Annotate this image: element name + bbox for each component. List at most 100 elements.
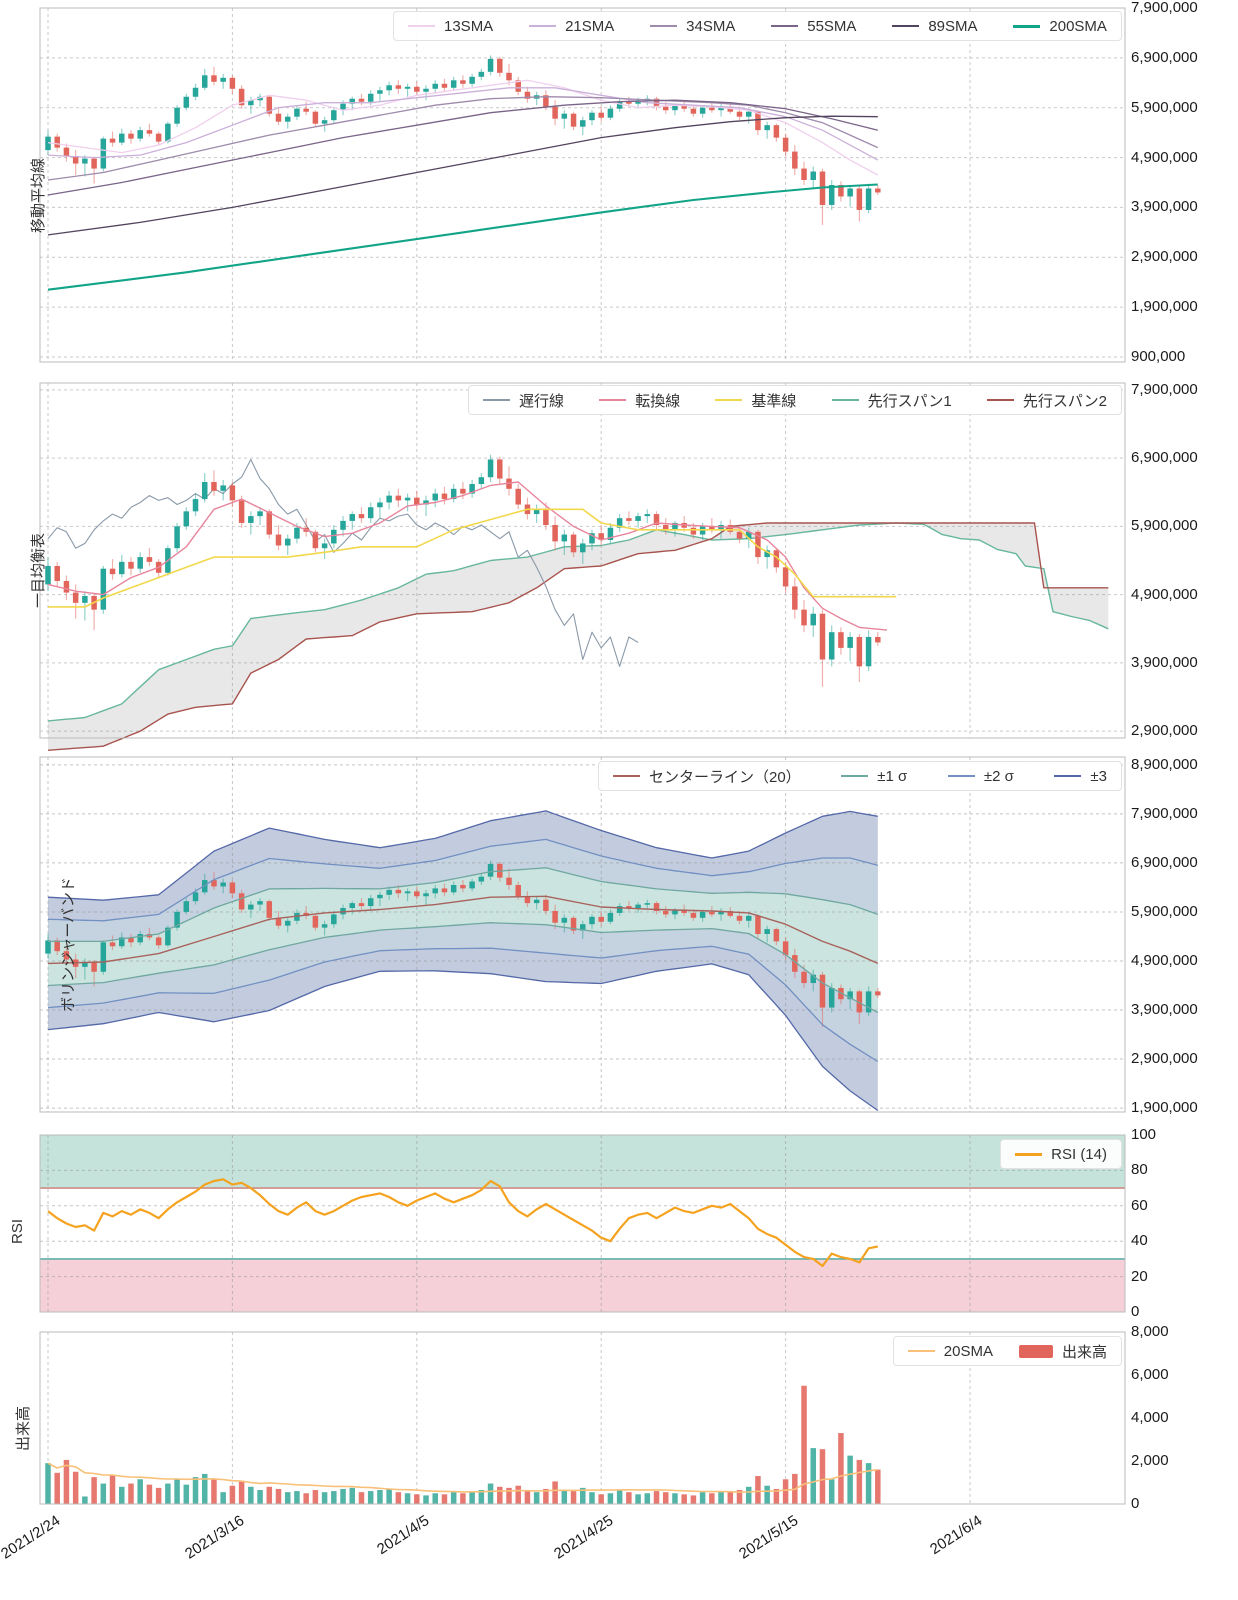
legend-label: 出来高 bbox=[1061, 1343, 1107, 1361]
panel-title-bollinger-text: ボリンジャーバンド bbox=[59, 877, 77, 1012]
legend-swatch-icon bbox=[831, 399, 859, 401]
y-tick-label: 20 bbox=[1131, 1267, 1148, 1285]
legend-ichimoku: 遅行線 転換線 基準線 先行スパン1 先行スパン2 bbox=[468, 385, 1122, 415]
legend-swatch-icon bbox=[841, 775, 869, 777]
legend-swatch-icon bbox=[715, 399, 743, 401]
y-tick-label: 6,900,000 bbox=[1131, 449, 1198, 467]
legend-item: 200SMA bbox=[1013, 18, 1107, 35]
panel-title-volume-text: 出来高 bbox=[15, 1405, 33, 1452]
y-tick-label: 80 bbox=[1131, 1161, 1148, 1179]
legend-label: 34SMA bbox=[686, 17, 736, 35]
legend-label: 遅行線 bbox=[519, 392, 565, 410]
legend-item: ±3 bbox=[1054, 768, 1107, 785]
y-tick-label: 3,900,000 bbox=[1131, 198, 1198, 216]
panel-title-bollinger: ボリンジャーバンド bbox=[0, 877, 77, 1012]
legend-label: 先行スパン1 bbox=[867, 392, 952, 410]
y-tick-label: 8,000 bbox=[1131, 1323, 1169, 1340]
y-tick-label: 4,000 bbox=[1131, 1409, 1169, 1426]
legend-item: RSI (14) bbox=[1015, 1146, 1107, 1163]
legend-item: 20SMA bbox=[907, 1342, 993, 1360]
legend-volume: 20SMA 出来高 bbox=[892, 1336, 1122, 1366]
legend-rsi: RSI (14) bbox=[1000, 1139, 1122, 1169]
legend-swatch-icon bbox=[1018, 1344, 1053, 1358]
y-tick-label: 6,900,000 bbox=[1131, 853, 1198, 871]
y-tick-label: 2,900,000 bbox=[1131, 248, 1198, 266]
y-tick-label: 7,900,000 bbox=[1131, 380, 1198, 398]
y-tick-label: 1,900,000 bbox=[1131, 298, 1198, 316]
legend-item: 13SMA bbox=[408, 18, 493, 35]
legend-label: ±2 σ bbox=[983, 767, 1014, 785]
legend-label: 基準線 bbox=[751, 392, 797, 410]
y-tick-label: 8,900,000 bbox=[1131, 755, 1198, 773]
panel-title-sma-text: 移動平均線 bbox=[30, 157, 48, 234]
legend-item: 先行スパン1 bbox=[831, 390, 952, 411]
legend-bollinger: センターライン（20） ±1 σ ±2 σ ±3 bbox=[598, 761, 1122, 791]
y-tick-label: 3,900,000 bbox=[1131, 653, 1198, 671]
legend-swatch-icon bbox=[613, 775, 640, 777]
y-tick-label: 5,900,000 bbox=[1131, 517, 1198, 535]
legend-item: 基準線 bbox=[715, 390, 796, 411]
legend-item: 21SMA bbox=[529, 18, 614, 35]
panel-title-rsi: RSI bbox=[0, 1219, 36, 1244]
y-tick-label: 40 bbox=[1131, 1232, 1148, 1250]
y-tick-label: 900,000 bbox=[1131, 348, 1186, 365]
legend-swatch-icon bbox=[947, 775, 975, 777]
y-tick-label: 3,900,000 bbox=[1131, 1001, 1198, 1018]
legend-swatch-icon bbox=[986, 399, 1014, 401]
legend-swatch-icon bbox=[1013, 24, 1041, 28]
legend-item: ±1 σ bbox=[841, 768, 907, 785]
y-tick-label: 2,900,000 bbox=[1131, 1050, 1198, 1068]
legend-label: 先行スパン2 bbox=[1022, 392, 1107, 410]
legend-label: 55SMA bbox=[807, 17, 857, 35]
y-tick-label: 6,000 bbox=[1131, 1366, 1169, 1383]
y-tick-label: 5,900,000 bbox=[1131, 98, 1198, 116]
legend-label: 20SMA bbox=[943, 1342, 993, 1360]
legend-label: RSI (14) bbox=[1051, 1145, 1107, 1163]
legend-swatch-icon bbox=[599, 399, 627, 401]
legend-item: センターライン（20） bbox=[613, 766, 801, 787]
y-tick-label: 4,900,000 bbox=[1131, 148, 1198, 166]
legend-swatch-icon bbox=[529, 25, 557, 27]
legend-swatch-icon bbox=[771, 25, 799, 27]
panel-title-volume: 出来高 bbox=[0, 1406, 36, 1451]
y-tick-label: 0 bbox=[1131, 1495, 1140, 1512]
legend-item: 転換線 bbox=[599, 390, 680, 411]
y-tick-label: 4,900,000 bbox=[1131, 951, 1198, 969]
legend-swatch-icon bbox=[1015, 1152, 1043, 1156]
y-tick-label: 100 bbox=[1131, 1126, 1157, 1143]
y-tick-label: 0 bbox=[1131, 1303, 1140, 1320]
legend-swatch-icon bbox=[408, 25, 435, 27]
legend-label: センターライン（20） bbox=[649, 768, 801, 786]
legend-sma: 13SMA 21SMA 34SMA 55SMA 89SMA 200SMA bbox=[393, 11, 1122, 41]
y-tick-label: 2,000 bbox=[1131, 1452, 1169, 1469]
legend-label: ±1 σ bbox=[877, 767, 908, 785]
y-tick-label: 7,900,000 bbox=[1131, 804, 1198, 822]
panel-title-ichimoku: 一目均衡表 bbox=[0, 533, 47, 608]
legend-item: 先行スパン2 bbox=[986, 390, 1107, 411]
y-tick-label: 1,900,000 bbox=[1131, 1099, 1198, 1117]
legend-swatch-icon bbox=[892, 25, 920, 27]
panel-title-ichimoku-text: 一目均衡表 bbox=[30, 532, 48, 609]
legend-label: ±3 bbox=[1090, 767, 1107, 785]
legend-item: 89SMA bbox=[892, 17, 978, 35]
legend-item: 34SMA bbox=[650, 18, 735, 35]
legend-label: 89SMA bbox=[928, 17, 978, 35]
y-tick-label: 6,900,000 bbox=[1131, 48, 1198, 66]
y-tick-label: 2,900,000 bbox=[1131, 722, 1198, 740]
legend-item: 出来高 bbox=[1018, 1341, 1107, 1362]
legend-swatch-icon bbox=[650, 25, 678, 27]
legend-label: 200SMA bbox=[1049, 17, 1107, 35]
legend-label: 21SMA bbox=[565, 17, 615, 35]
y-tick-label: 60 bbox=[1131, 1196, 1148, 1214]
legend-swatch-icon bbox=[483, 399, 510, 401]
y-tick-label: 5,900,000 bbox=[1131, 902, 1198, 920]
panel-title-sma: 移動平均線 bbox=[0, 158, 47, 233]
legend-label: 13SMA bbox=[444, 17, 494, 35]
panel-title-rsi-text: RSI bbox=[9, 1218, 27, 1245]
legend-label: 転換線 bbox=[635, 392, 681, 410]
legend-swatch-icon bbox=[1054, 775, 1082, 777]
legend-item: 遅行線 bbox=[483, 390, 564, 411]
legend-item: ±2 σ bbox=[947, 767, 1014, 785]
